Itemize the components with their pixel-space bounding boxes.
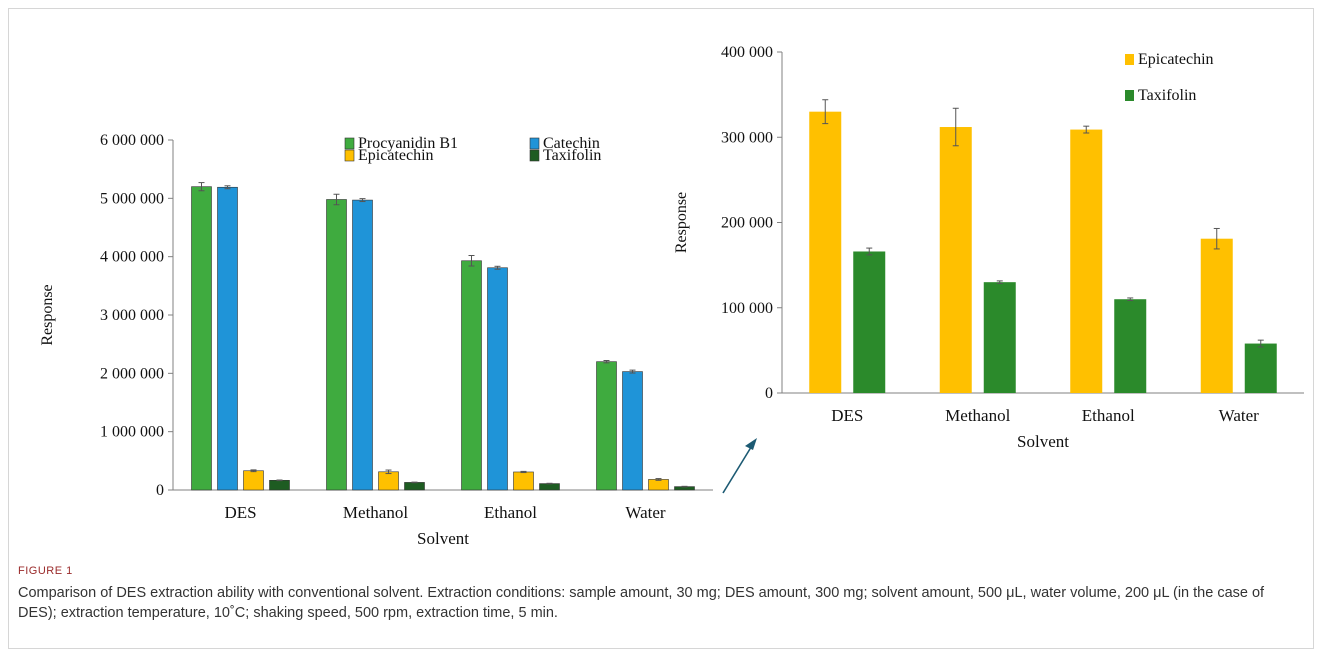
y-tick-label: 300 000 <box>721 129 773 146</box>
bar <box>939 127 972 394</box>
legend-label: Taxifolin <box>1138 87 1196 104</box>
bar <box>853 251 886 393</box>
bar <box>1244 343 1277 393</box>
bar <box>513 471 534 491</box>
bar <box>809 111 842 394</box>
x-tick-label: Ethanol <box>1082 406 1135 425</box>
bar <box>648 479 669 491</box>
y-tick-label: 6 000 000 <box>100 132 164 149</box>
y-tick-label: 200 000 <box>721 215 773 232</box>
legend-swatch <box>344 149 355 162</box>
y-tick-label: 0 <box>765 385 773 402</box>
y-tick-label: 3 000 000 <box>100 307 164 324</box>
legend-label: Procyanidin B1 <box>358 135 458 152</box>
x-tick-label: Methanol <box>343 503 408 522</box>
figure-label: FIGURE 1 <box>18 565 73 577</box>
bar <box>243 470 264 491</box>
y-axis-title: Response <box>39 284 56 345</box>
legend-swatch <box>344 137 355 150</box>
bar <box>461 260 482 491</box>
bar <box>487 267 508 491</box>
y-axis-title: Response <box>673 192 690 253</box>
bar <box>596 361 617 491</box>
x-tick-label: DES <box>831 406 863 425</box>
legend-label: Epicatechin <box>1138 51 1214 68</box>
bar <box>269 480 290 491</box>
chart-left: 0 1 000 000 2 000 000 3 000 000 4 000 000 5 0… <box>39 132 713 548</box>
bar <box>1070 129 1103 393</box>
zoom-arrow-head-icon <box>745 438 757 450</box>
figure-caption: Comparison of DES extraction ability wit… <box>18 585 1265 621</box>
x-tick-label: Ethanol <box>484 503 537 522</box>
legend-swatch <box>1125 90 1134 101</box>
legend-label: Taxifolin <box>543 147 601 164</box>
bar <box>217 186 238 491</box>
bar <box>622 371 643 491</box>
y-tick-label: 400 000 <box>721 44 773 61</box>
bar <box>378 471 399 491</box>
x-tick-label: Methanol <box>945 406 1010 425</box>
x-axis-title: Solvent <box>417 529 469 548</box>
bar <box>539 483 560 491</box>
bar <box>352 199 373 491</box>
y-tick-label: 4 000 000 <box>100 249 164 266</box>
y-tick-label: 1 000 000 <box>100 424 164 441</box>
legend-swatch <box>529 137 540 150</box>
bar <box>1114 299 1147 393</box>
legend-swatch <box>1125 54 1134 65</box>
x-tick-label: DES <box>224 503 256 522</box>
figure-frame <box>8 8 1314 649</box>
chart-right: 0 100 000 200 000 300 000 400 000 DES Methanol… <box>673 44 1304 451</box>
y-tick-label: 0 <box>156 482 164 499</box>
bar <box>983 282 1016 393</box>
bar <box>1200 238 1233 393</box>
zoom-arrow-icon <box>722 443 754 494</box>
x-tick-label: Water <box>1219 406 1259 425</box>
x-tick-label: Water <box>625 503 665 522</box>
bar <box>326 199 347 491</box>
y-tick-label: 100 000 <box>721 300 773 317</box>
legend-label: Epicatechin <box>358 147 434 164</box>
y-tick-label: 2 000 000 <box>100 365 164 382</box>
y-tick-label: 5 000 000 <box>100 190 164 207</box>
x-axis-title: Solvent <box>1017 432 1069 451</box>
legend-swatch <box>529 149 540 162</box>
bar <box>191 186 212 491</box>
legend-label: Catechin <box>543 135 600 152</box>
bar <box>404 482 425 491</box>
